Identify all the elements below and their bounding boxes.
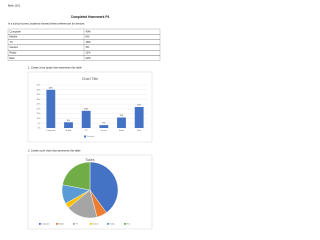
- page: Math 1101 Completed Homework P4 In a sch…: [7, 3, 161, 230]
- y-tick-label: 40%: [36, 89, 40, 91]
- legend-label: Else: [127, 224, 131, 226]
- doc-title: Completed Homework P4: [71, 15, 110, 19]
- table-cell: Mobile: [10, 35, 18, 39]
- y-tick-label: 5%: [38, 123, 41, 125]
- question: 2. Create a pie chart that represents th…: [28, 149, 81, 153]
- legend-swatch: [73, 223, 75, 225]
- data-label: 3%: [102, 123, 105, 125]
- data-label: 18%: [84, 108, 88, 110]
- legend-label: Games: [93, 224, 99, 226]
- table-cell: Radio: [10, 51, 17, 55]
- data-label: 6%: [67, 120, 70, 122]
- table-cell: 11%: [86, 51, 92, 55]
- legend-swatch: [90, 223, 92, 225]
- x-tick-label: TV: [85, 130, 88, 132]
- table-cell: 3%: [86, 45, 90, 49]
- pie-slice: [62, 161, 91, 191]
- data-label: 40%: [49, 87, 53, 89]
- legend-label: Computer: [42, 223, 51, 226]
- document: Math 1101 Completed Homework P4 In a sch…: [7, 3, 161, 230]
- table-cell: Computer: [10, 29, 22, 33]
- y-tick-label: 35%: [36, 94, 40, 96]
- intro: In a school survey, students showed thes…: [8, 22, 85, 26]
- bar: [46, 89, 56, 128]
- pie-slice: [89, 161, 119, 213]
- legend-swatch: [56, 223, 58, 225]
- bar: [81, 110, 91, 128]
- y-tick-label: 10%: [36, 118, 40, 120]
- bar: [117, 117, 126, 128]
- table-cell: 6%: [86, 35, 90, 39]
- data-label: 22%: [137, 105, 141, 107]
- legend-label: TV: [76, 224, 79, 226]
- legend-swatch: [39, 223, 41, 225]
- question: 1. Create a bar graph that represents th…: [28, 66, 82, 70]
- table-cell: Else: [10, 56, 16, 60]
- legend-swatch: [84, 135, 86, 138]
- chart-title: Chart Title: [82, 77, 98, 81]
- y-tick-label: 45%: [36, 85, 40, 87]
- chart-title: Sales: [86, 158, 95, 162]
- y-tick-label: 25%: [36, 104, 40, 106]
- table-cell: 40%: [86, 29, 92, 33]
- legend-label: Percent: [87, 135, 94, 138]
- x-tick-label: Else: [137, 130, 142, 132]
- x-tick-label: Mobile: [66, 130, 73, 132]
- legend-label: Radio: [110, 224, 115, 226]
- y-tick-label: 30%: [36, 99, 40, 101]
- bar: [99, 125, 109, 128]
- course: Math 1101: [8, 4, 21, 8]
- y-tick-label: 15%: [36, 113, 40, 115]
- data-label: 11%: [120, 115, 124, 117]
- x-tick-label: Computer: [46, 129, 55, 132]
- y-tick-label: 20%: [36, 108, 40, 110]
- legend-swatch: [124, 223, 126, 225]
- bar: [134, 106, 144, 128]
- table-cell: TV: [10, 40, 14, 44]
- legend-label: Mobile: [59, 224, 65, 226]
- y-tick-label: 0%: [38, 128, 41, 130]
- bar: [64, 122, 73, 128]
- legend-swatch: [107, 223, 109, 225]
- table-cell: Games: [10, 45, 19, 49]
- table-cell: 22%: [86, 56, 92, 60]
- table-cell: 18%: [86, 40, 92, 44]
- x-tick-label: Radio: [119, 130, 125, 132]
- x-tick-label: Games: [101, 130, 107, 132]
